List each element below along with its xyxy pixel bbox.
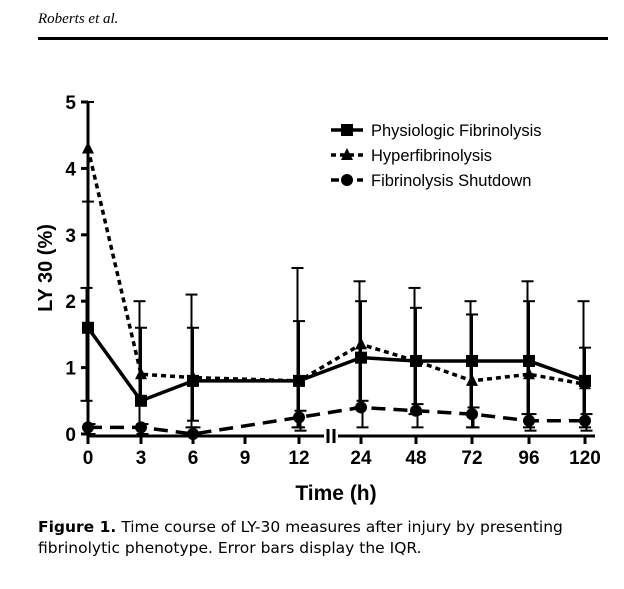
data-point <box>523 367 535 380</box>
figure-caption-text: Time course of LY-30 measures after inju… <box>38 518 563 557</box>
data-point <box>523 414 535 427</box>
figure-caption: Figure 1. Time course of LY-30 measures … <box>38 517 608 559</box>
x-tick-label: 0 <box>83 448 94 469</box>
data-point <box>466 408 478 421</box>
y-tick-label: 1 <box>65 359 76 380</box>
error-bar <box>80 286 93 402</box>
data-point <box>466 354 478 367</box>
data-point <box>135 367 147 380</box>
data-point <box>410 353 422 366</box>
data-point <box>135 394 147 407</box>
x-tick-label: 12 <box>288 448 309 469</box>
data-point <box>187 370 199 383</box>
x-tick-label: 48 <box>405 448 426 469</box>
data-point <box>293 411 305 424</box>
data-point <box>135 421 147 434</box>
x-tick-label: 72 <box>461 448 482 469</box>
data-point <box>410 404 422 417</box>
x-tick-label: 24 <box>350 448 372 469</box>
y-tick-label: 3 <box>65 226 76 247</box>
figure-label: Figure 1. <box>38 518 117 536</box>
data-point <box>466 373 478 386</box>
legend-marker <box>341 148 353 160</box>
data-point <box>187 428 199 440</box>
data-point <box>355 401 367 414</box>
error-bar <box>133 300 146 429</box>
x-tick-label: 3 <box>136 448 147 469</box>
data-point <box>355 337 367 350</box>
series-line <box>88 405 585 436</box>
legend-entry: Physiologic Fibrinolysis <box>331 122 542 140</box>
data-point <box>579 377 591 390</box>
x-tick-label: 6 <box>188 448 199 469</box>
y-axis-label: LY 30 (%) <box>35 224 57 312</box>
y-tick-label: 4 <box>65 159 76 180</box>
y-tick-label: 2 <box>65 292 76 313</box>
header-rule <box>38 37 608 40</box>
data-point <box>82 141 94 154</box>
data-point <box>82 321 94 334</box>
legend-label: Physiologic Fibrinolysis <box>371 122 542 140</box>
legend-entry: Hyperfibrinolysis <box>331 147 492 165</box>
error-bar <box>135 326 147 402</box>
data-point <box>293 373 305 386</box>
data-point <box>355 351 367 364</box>
series-line <box>86 326 586 403</box>
legend-marker <box>341 124 353 136</box>
legend-entry: Fibrinolysis Shutdown <box>331 172 532 190</box>
data-point <box>82 421 94 434</box>
x-tick-label: 120 <box>569 448 601 469</box>
running-head: Roberts et al. <box>38 11 119 27</box>
error-bar <box>291 267 304 429</box>
legend-marker <box>341 174 353 186</box>
error-bar <box>185 293 198 429</box>
x-tick-label: 96 <box>518 448 539 469</box>
x-tick-label: 9 <box>240 448 251 469</box>
legend-label: Fibrinolysis Shutdown <box>371 172 532 190</box>
y-tick-label: 0 <box>65 425 76 446</box>
x-axis-label: Time (h) <box>295 482 376 505</box>
error-bar <box>577 300 590 422</box>
legend-label: Hyperfibrinolysis <box>371 147 492 165</box>
y-tick-label: 5 <box>65 93 76 114</box>
data-point <box>523 354 535 367</box>
data-point <box>579 414 591 427</box>
